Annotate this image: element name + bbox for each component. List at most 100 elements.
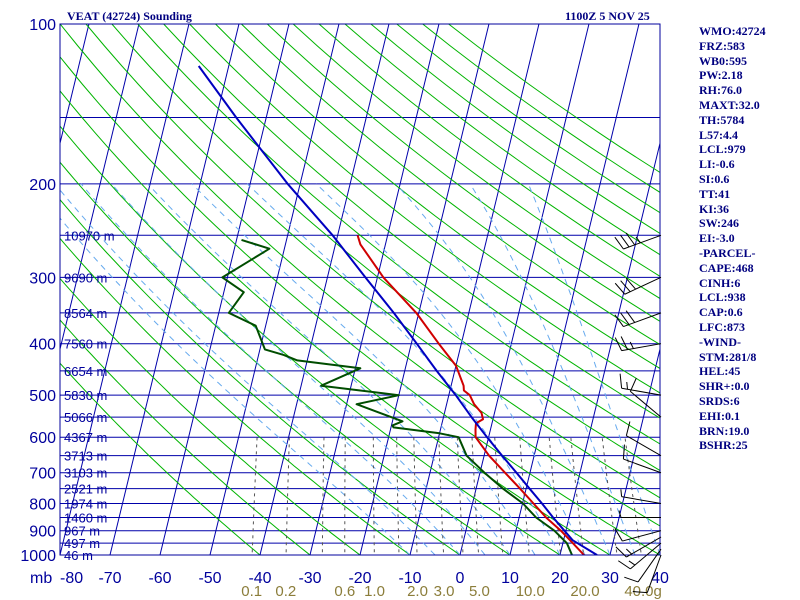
barb-flag (614, 314, 624, 327)
height-label: 6654 m (64, 364, 107, 379)
temperature-line (356, 235, 585, 555)
sounding-index-item: CAP:0.6 (699, 305, 743, 320)
isotherm-line (459, 24, 590, 555)
temperature-tick-label: -50 (198, 570, 221, 587)
wind-barb (618, 510, 661, 519)
axis-labels: 0.1 0.2 0.6 1.0 2.0 3.0 5.0 10.0 20.0 40.0g100200… (20, 17, 669, 600)
isotherm-line (559, 141, 660, 555)
pressure-tick-label: 100 (29, 17, 56, 34)
dry-adiabat-line (137, 24, 660, 445)
barb-staff (623, 458, 662, 474)
profile-lines (197, 65, 598, 555)
sounding-index-item: SW:246 (699, 216, 740, 231)
dry-adiabat-line (318, 24, 660, 277)
height-label: 5066 m (64, 410, 107, 425)
pressure-tick-label: 600 (29, 430, 56, 447)
pressure-tick-label: 200 (29, 177, 56, 194)
temperature-tick-label: 0 (456, 570, 465, 587)
isotherm-line (159, 24, 290, 555)
mixing-ratio-label: 1.0 (364, 583, 385, 600)
dry-adiabat-line (60, 319, 311, 555)
temperature-tick-label: 30 (601, 570, 619, 587)
wind-barb (615, 536, 662, 558)
dry-adiabat-line (111, 24, 660, 472)
dry-adiabat-line (344, 24, 660, 256)
mixing-ratio-label: 0.2 (275, 583, 296, 600)
wind-barb (614, 276, 662, 295)
barb-staff (646, 554, 662, 593)
barb-flag (620, 336, 628, 350)
sounding-index-item: SRDS:6 (699, 393, 740, 408)
temperature-tick-label: -80 (60, 570, 83, 587)
pressure-tick-label: 300 (29, 270, 56, 287)
station-title: VEAT (42724) Sounding (67, 9, 192, 23)
barb-staff (626, 435, 662, 457)
mixing-ratio-label: 10.0 (516, 583, 545, 600)
barb-flag (620, 312, 630, 325)
barb-half-flag (625, 548, 632, 555)
height-label: 4367 m (64, 430, 107, 445)
barb-flag (618, 560, 631, 570)
temperature-tick-label: -20 (348, 570, 371, 587)
dry-adiabat-line (189, 24, 660, 394)
dry-adiabat-line (163, 24, 660, 419)
sounding-index-item: L57:4.4 (699, 127, 738, 142)
sounding-index-item: LCL:979 (699, 142, 746, 157)
dry-adiabat-line (60, 198, 461, 555)
pressure-tick-label: 1000 (20, 548, 56, 565)
barb-flag (614, 282, 626, 295)
temperature-tick-label: -10 (398, 570, 421, 587)
isotherm-line (60, 24, 140, 352)
barb-flag (632, 591, 648, 594)
barb-flag (625, 232, 636, 246)
dry-adiabat-line (60, 90, 611, 555)
mixing-ratio-line (548, 437, 562, 555)
mixing-ratio-label: 2.0 (407, 583, 428, 600)
sounding-index-item: WMO:42724 (699, 24, 766, 38)
wind-barb (629, 377, 662, 418)
sounding-index-item: EI:-3.0 (699, 231, 735, 246)
sounding-index-item: WB0:595 (699, 53, 747, 68)
wind-barb (614, 336, 662, 352)
barb-staff (637, 548, 662, 583)
wind-barb (614, 232, 662, 250)
plot-frame (59, 23, 661, 556)
sounding-index-item: BSHR:25 (699, 438, 748, 453)
barb-half-flag (620, 489, 623, 497)
dry-adiabat-line (266, 24, 660, 322)
temperature-tick-label: -70 (98, 570, 121, 587)
height-label: 10970 m (64, 228, 115, 243)
sounding-index-item: RH:76.0 (699, 83, 742, 98)
barb-staff (621, 343, 662, 352)
height-label: 2521 m (64, 482, 107, 497)
wind-barb (622, 444, 662, 474)
dry-adiabat-line (292, 24, 660, 300)
sounding-index-item: SI:0.6 (699, 171, 730, 186)
dry-adiabat-line (60, 56, 660, 555)
barb-half-flag (628, 560, 636, 566)
mixing-ratio-line (624, 437, 642, 555)
barb-staff (623, 312, 662, 328)
height-label: 8564 m (64, 306, 107, 321)
pressure-unit-label: mb (30, 570, 52, 587)
mixing-ratio-label: 3.0 (434, 583, 455, 600)
barb-flag (620, 280, 631, 293)
temperature-tick-label: -40 (248, 570, 271, 587)
isotherm-line (109, 24, 240, 555)
dry-adiabat-line (60, 125, 561, 555)
wind-barb (632, 554, 662, 594)
barb-flag (622, 444, 625, 460)
moist-adiabat-line (60, 217, 411, 555)
barb-staff (630, 391, 662, 418)
dry-adiabat-line (60, 362, 261, 555)
barb-flag (620, 234, 630, 248)
sounding-index-item: TT:41 (699, 186, 731, 201)
wind-barb (614, 310, 662, 328)
sounding-index-item: KI:36 (699, 201, 729, 216)
dewpoint-line (221, 238, 573, 555)
isotherm-line (509, 24, 640, 555)
sounding-index-item: LFC:873 (699, 319, 745, 334)
barb-flag (614, 528, 623, 542)
sounding-index-item: -PARCEL- (699, 245, 756, 260)
sounding-index-item: -WIND- (699, 334, 741, 349)
